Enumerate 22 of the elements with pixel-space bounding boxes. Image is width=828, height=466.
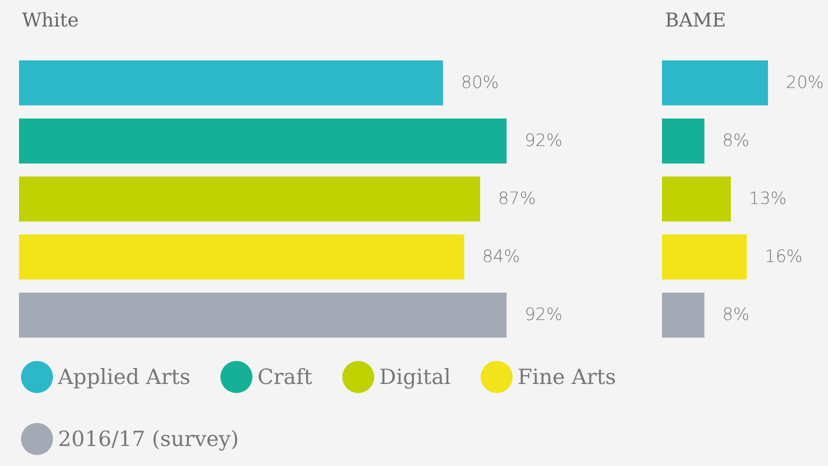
legend-label: 2016/17 (survey) <box>58 427 239 451</box>
data-label: 87% <box>498 189 536 209</box>
bar <box>662 176 731 222</box>
legend-label: Digital <box>379 365 451 389</box>
bar <box>662 292 704 338</box>
data-label: 8% <box>722 130 750 151</box>
data-label: 13% <box>748 189 787 209</box>
data-label: 92% <box>524 130 562 151</box>
data-label: 16% <box>764 247 803 268</box>
data-label: 8% <box>722 305 750 326</box>
bar <box>662 118 704 164</box>
bar <box>662 234 747 280</box>
data-label: 20% <box>786 72 824 93</box>
data-label: 84% <box>482 247 520 268</box>
legend-label: Applied Arts <box>57 365 190 389</box>
chart-title: BAME <box>665 10 726 32</box>
legend-label: Fine Arts <box>518 365 616 389</box>
legend-label: Craft <box>257 365 313 389</box>
data-label: 92% <box>524 305 562 326</box>
chart-title: White <box>22 10 79 32</box>
data-label: 80% <box>461 72 499 93</box>
bar <box>662 60 768 106</box>
